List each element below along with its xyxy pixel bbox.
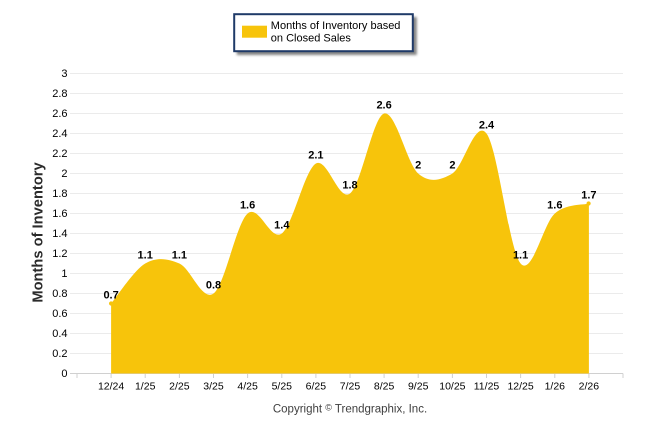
svg-text:2/26: 2/26 <box>579 381 600 393</box>
svg-text:0.2: 0.2 <box>52 348 67 360</box>
svg-text:1.8: 1.8 <box>342 180 357 192</box>
svg-text:2/25: 2/25 <box>169 381 190 393</box>
svg-text:2: 2 <box>61 168 67 180</box>
svg-text:1.1: 1.1 <box>513 250 528 262</box>
svg-text:1.7: 1.7 <box>581 190 596 202</box>
svg-text:1/25: 1/25 <box>135 381 156 393</box>
svg-text:6/25: 6/25 <box>306 381 327 393</box>
svg-text:12/24: 12/24 <box>98 381 124 393</box>
svg-text:1/26: 1/26 <box>545 381 566 393</box>
svg-text:3/25: 3/25 <box>203 381 224 393</box>
svg-text:1.6: 1.6 <box>547 200 562 212</box>
svg-text:Months of Inventory: Months of Inventory <box>31 161 47 302</box>
svg-text:2.2: 2.2 <box>52 148 67 160</box>
svg-text:1.1: 1.1 <box>138 250 153 262</box>
svg-text:1.4: 1.4 <box>274 220 290 232</box>
svg-text:2.4: 2.4 <box>479 120 495 132</box>
svg-text:2.6: 2.6 <box>52 108 67 120</box>
svg-text:2.8: 2.8 <box>52 88 67 100</box>
svg-text:12/25: 12/25 <box>507 381 533 393</box>
svg-text:0.8: 0.8 <box>52 288 67 300</box>
svg-text:1: 1 <box>61 268 67 280</box>
svg-text:0.6: 0.6 <box>52 308 67 320</box>
svg-text:3: 3 <box>61 68 67 80</box>
svg-text:2: 2 <box>415 160 421 172</box>
svg-text:4/25: 4/25 <box>237 381 258 393</box>
svg-text:on Closed Sales: on Closed Sales <box>271 32 352 44</box>
svg-text:9/25: 9/25 <box>408 381 429 393</box>
svg-text:0.4: 0.4 <box>52 328 67 340</box>
svg-text:1.4: 1.4 <box>52 228 67 240</box>
svg-text:1.2: 1.2 <box>52 248 67 260</box>
svg-text:0: 0 <box>61 368 67 380</box>
svg-text:0.7: 0.7 <box>103 290 118 302</box>
svg-text:Months of Inventory based: Months of Inventory based <box>271 20 401 32</box>
svg-text:8/25: 8/25 <box>374 381 395 393</box>
svg-text:5/25: 5/25 <box>272 381 293 393</box>
svg-text:2.1: 2.1 <box>308 150 323 162</box>
svg-text:2.4: 2.4 <box>52 128 67 140</box>
svg-text:11/25: 11/25 <box>474 381 500 393</box>
svg-text:1.1: 1.1 <box>172 250 187 262</box>
svg-text:1.8: 1.8 <box>52 188 67 200</box>
svg-text:1.6: 1.6 <box>240 200 255 212</box>
svg-text:1.6: 1.6 <box>52 208 67 220</box>
svg-text:0.8: 0.8 <box>206 280 221 292</box>
svg-text:10/25: 10/25 <box>439 381 465 393</box>
svg-text:Copyright © Trendgraphix, Inc.: Copyright © Trendgraphix, Inc. <box>273 403 427 416</box>
svg-text:2: 2 <box>449 160 455 172</box>
svg-text:2.6: 2.6 <box>376 100 391 112</box>
svg-text:7/25: 7/25 <box>340 381 361 393</box>
